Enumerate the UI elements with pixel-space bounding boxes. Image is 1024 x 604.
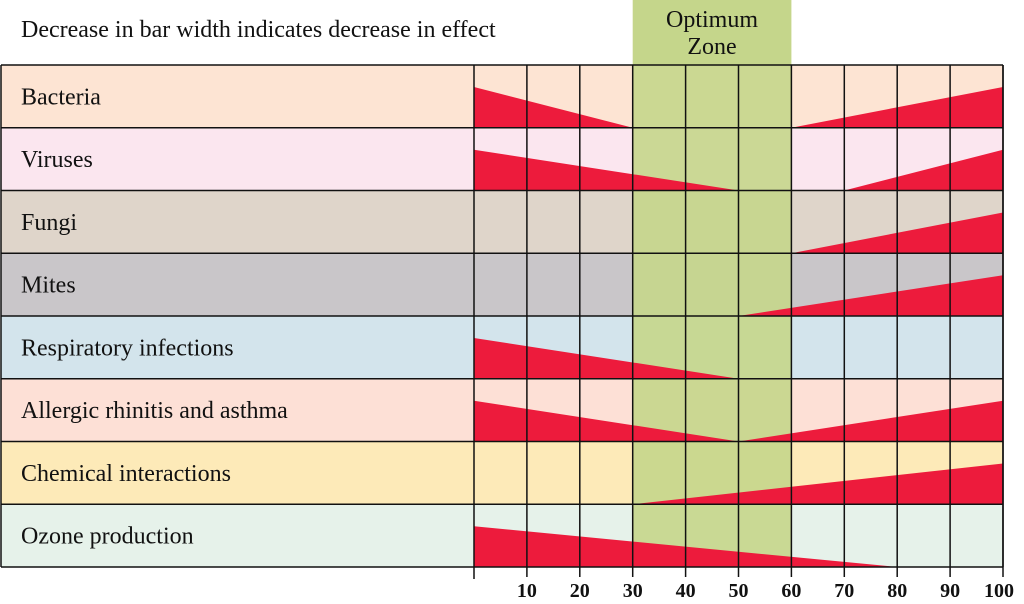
effect-wedge (474, 400, 739, 442)
row-label: Fungi (21, 210, 77, 236)
row-label: Chemical interactions (21, 461, 231, 487)
optimum-zone-header (632, 0, 792, 65)
x-tick-label: 40 (676, 580, 696, 602)
effect-wedge (738, 275, 1003, 316)
optimum-zone-cell (632, 190, 792, 254)
x-tick-label: 90 (940, 580, 960, 602)
effect-wedge (738, 400, 1003, 442)
chart-title: Decrease in bar width indicates decrease… (21, 17, 496, 43)
row-label: Viruses (21, 147, 93, 173)
effect-wedge (474, 149, 739, 191)
optimum-zone-cell (632, 65, 792, 128)
x-tick-label: 100 (984, 580, 1014, 602)
row-mites: Mites (1, 252, 1003, 316)
zone-label-line2: Zone (687, 34, 736, 60)
row-chemical-interactions: Chemical interactions (1, 440, 1003, 505)
effect-wedge (474, 337, 739, 379)
effect-wedge (474, 86, 633, 128)
x-tick-label: 60 (781, 580, 801, 602)
row-label: Mites (21, 273, 76, 299)
row-label: Allergic rhinitis and asthma (21, 398, 288, 424)
x-tick-label: 50 (729, 580, 749, 602)
x-tick-label: 20 (570, 580, 590, 602)
row-background (1, 190, 1003, 254)
row-label: Ozone production (21, 524, 194, 550)
effect-wedge (632, 463, 1003, 505)
zone-label-line1: Optimum (666, 7, 758, 33)
x-tick-label: 10 (517, 580, 537, 602)
row-label: Bacteria (21, 84, 101, 110)
row-ozone-production: Ozone production (1, 503, 1003, 567)
x-tick-label: 70 (834, 580, 854, 602)
row-viruses: Viruses (1, 127, 1003, 191)
effect-wedge (844, 149, 1003, 191)
row-respiratory-infections: Respiratory infections (1, 315, 1003, 379)
row-label: Respiratory infections (21, 335, 234, 361)
optimum-zone-cell (632, 253, 792, 316)
row-fungi: Fungi (1, 189, 1003, 254)
x-tick-label: 80 (887, 580, 907, 602)
row-bacteria: Bacteria (1, 64, 1003, 128)
x-tick-label: 30 (623, 580, 643, 602)
row-allergic-rhinitis-and-asthma: Allergic rhinitis and asthma (1, 378, 1003, 442)
